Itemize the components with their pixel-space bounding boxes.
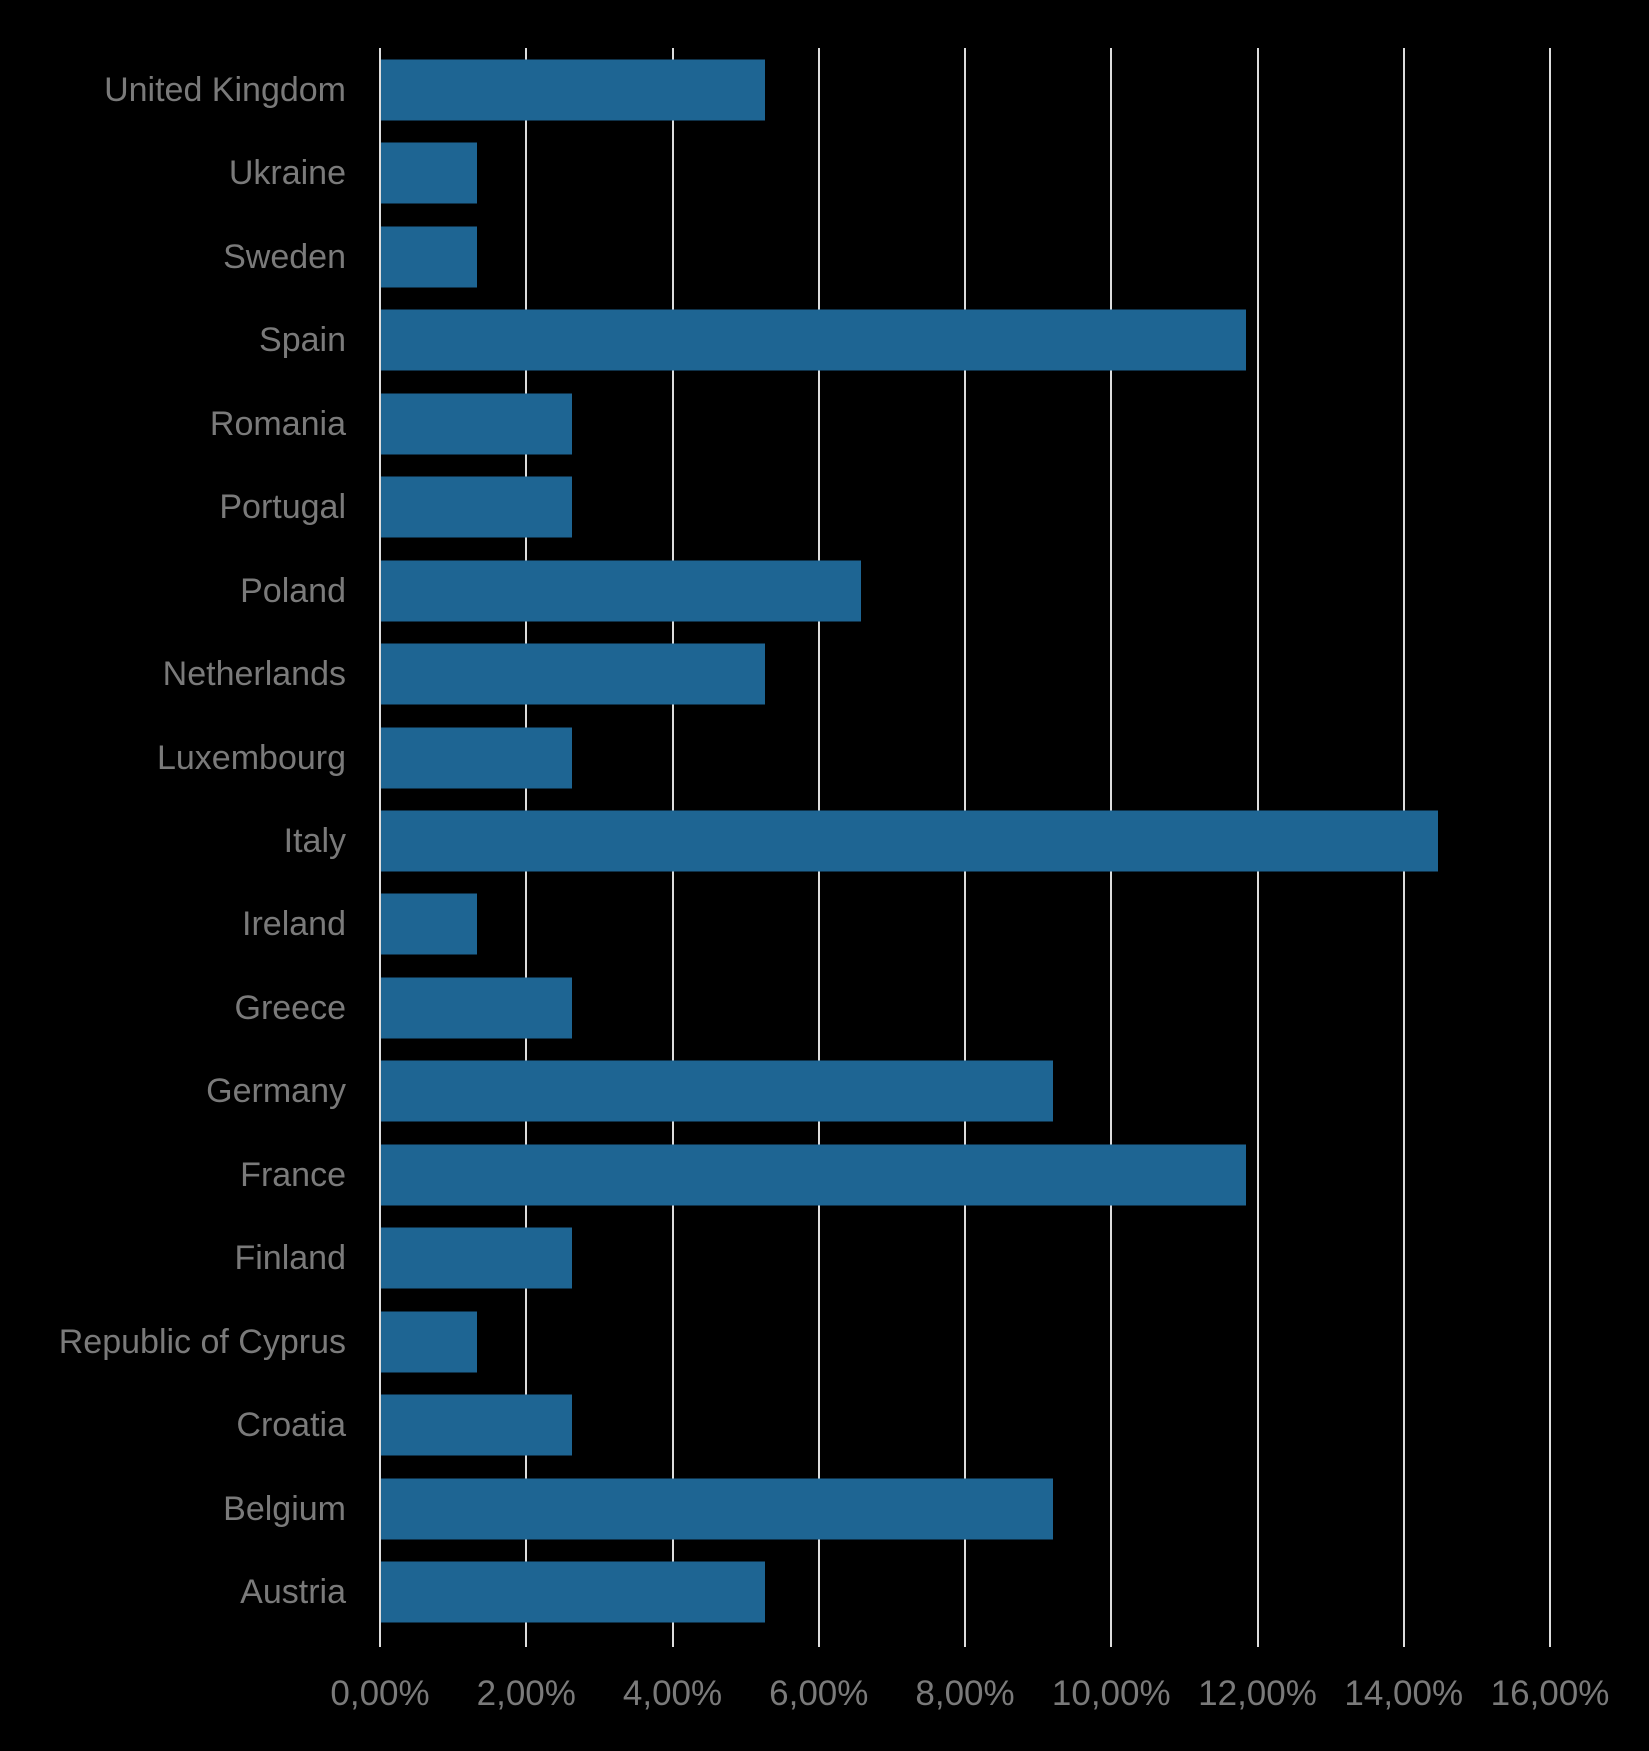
bar-row <box>380 298 1550 381</box>
plot-area <box>379 48 1551 1647</box>
bar-row <box>380 716 1550 799</box>
x-axis-tick-label: 2,00% <box>476 1674 576 1713</box>
category-label: Greece <box>234 988 347 1027</box>
category-label: Romania <box>209 404 346 443</box>
category-label: Ireland <box>242 905 346 944</box>
category-label: Portugal <box>219 488 346 527</box>
bar <box>380 1311 477 1373</box>
bar <box>380 393 573 455</box>
x-axis-tick-label: 0,00% <box>330 1674 430 1713</box>
axis-tick <box>671 1634 674 1647</box>
x-axis-tick-label: 12,00% <box>1198 1674 1317 1713</box>
bar-row <box>380 549 1550 632</box>
bar-row <box>380 1467 1550 1550</box>
x-axis-tick-label: 16,00% <box>1490 1674 1610 1713</box>
bar-row <box>380 1133 1550 1216</box>
axis-tick <box>525 1634 528 1647</box>
bar <box>380 59 765 121</box>
bar-row <box>380 632 1550 715</box>
category-label: Republic of Cyprus <box>58 1322 346 1361</box>
bar <box>380 309 1246 371</box>
category-label: Italy <box>283 822 346 860</box>
bar <box>380 1561 765 1623</box>
axis-tick <box>379 1634 381 1647</box>
x-axis-tick-label: 6,00% <box>769 1674 869 1713</box>
bar-row <box>380 131 1550 214</box>
bar <box>380 476 573 538</box>
bar <box>380 142 477 204</box>
bar <box>380 893 477 955</box>
bar-row <box>380 465 1550 548</box>
x-axis-tick-label: 14,00% <box>1344 1674 1464 1713</box>
category-label: Germany <box>206 1072 346 1111</box>
bar-row <box>380 1217 1550 1300</box>
bar <box>380 226 477 288</box>
bar-row <box>380 215 1550 298</box>
x-axis-tick-label: 8,00% <box>915 1674 1015 1713</box>
bar-row <box>380 1050 1550 1133</box>
category-label: Sweden <box>223 237 346 276</box>
bar-row <box>380 48 1550 131</box>
category-label: Netherlands <box>162 655 346 694</box>
bar <box>380 727 573 789</box>
axis-tick <box>1402 1634 1405 1647</box>
bar-row <box>380 1384 1550 1467</box>
category-label: Spain <box>259 321 346 360</box>
axis-tick <box>817 1634 820 1647</box>
axis-tick <box>1549 1634 1551 1647</box>
axis-tick <box>1110 1634 1113 1647</box>
category-label: Poland <box>240 571 346 610</box>
bar-row <box>380 382 1550 465</box>
x-axis-tick-label: 4,00% <box>622 1674 723 1713</box>
category-label: France <box>240 1155 346 1194</box>
bar <box>380 1394 573 1456</box>
bar <box>380 977 573 1039</box>
gridline <box>1549 48 1551 1634</box>
bar-row <box>380 883 1550 966</box>
bar <box>380 1060 1054 1122</box>
bar-row <box>380 966 1550 1049</box>
category-label: United Kingdom <box>104 70 346 109</box>
bar <box>380 643 765 705</box>
bar <box>380 1478 1054 1540</box>
bar <box>380 560 862 622</box>
bar-row <box>380 799 1550 882</box>
bar-row <box>380 1300 1550 1383</box>
bar <box>380 810 1439 872</box>
axis-tick <box>1256 1634 1259 1647</box>
x-axis-tick-label: 10,00% <box>1051 1674 1171 1713</box>
bar <box>380 1144 1246 1206</box>
y-axis-line <box>379 48 381 1634</box>
category-label: Luxembourg <box>156 738 346 777</box>
axis-tick <box>964 1634 966 1647</box>
category-label: Belgium <box>223 1489 346 1528</box>
category-label: Austria <box>240 1573 346 1612</box>
category-label: Croatia <box>236 1406 346 1445</box>
bar <box>380 1227 573 1289</box>
category-label: Ukraine <box>228 154 346 193</box>
bar-row <box>380 1551 1550 1634</box>
category-label: Finland <box>234 1239 346 1278</box>
